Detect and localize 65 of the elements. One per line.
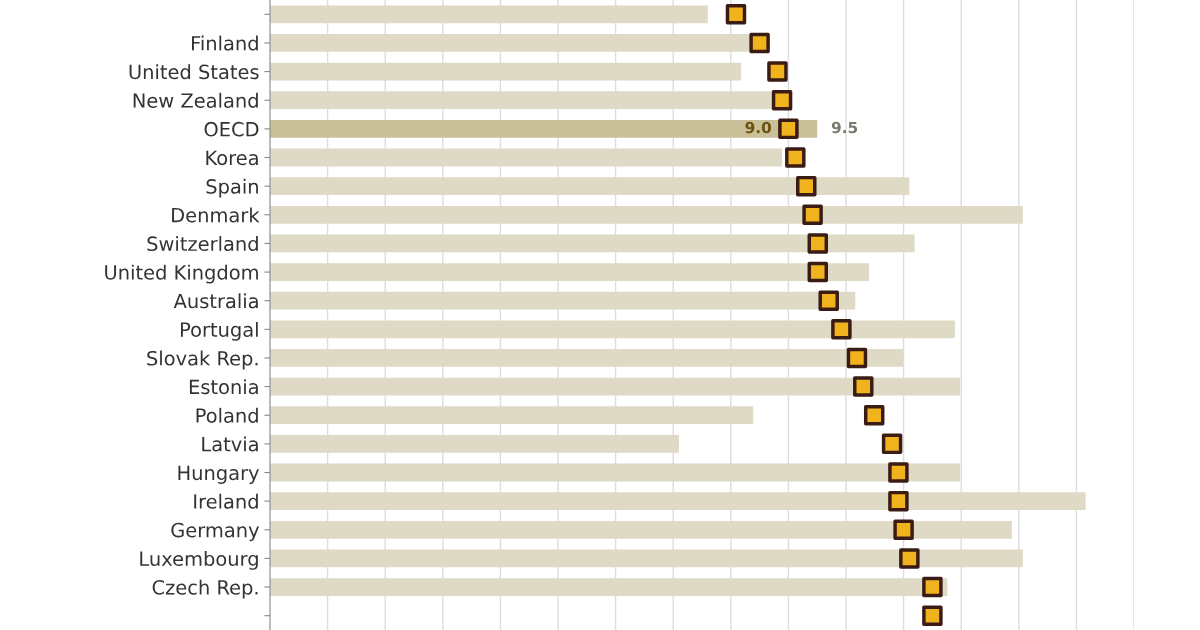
- bar: [270, 492, 1086, 511]
- y-tick-label: Czech Rep.: [152, 579, 258, 599]
- bar: [270, 91, 774, 110]
- y-tick-label: Luxembourg: [140, 551, 258, 570]
- point: [893, 519, 914, 541]
- y-tick-label: Germany: [171, 522, 259, 542]
- bar: [270, 62, 742, 81]
- point: [922, 605, 943, 626]
- y-tick-label: Australia: [173, 293, 258, 309]
- point: [807, 233, 829, 254]
- bar: [270, 263, 870, 281]
- bar: [270, 349, 904, 367]
- point: [771, 89, 793, 111]
- bar: [270, 434, 679, 453]
- bar: [270, 205, 1023, 224]
- y-tick-label: Hungary: [178, 465, 259, 484]
- point: [922, 576, 943, 598]
- bar: [270, 520, 1012, 539]
- point: [807, 261, 829, 283]
- data-label: 9.5: [831, 121, 858, 134]
- y-tick-label: Slovak Rep.: [147, 350, 258, 370]
- y-tick-label: Korea: [206, 150, 258, 166]
- point: [899, 548, 920, 569]
- data-label: 9.0: [745, 121, 771, 134]
- y-tick-label: Finland: [192, 35, 258, 51]
- y-tick-label: Latvia: [202, 436, 258, 452]
- y-tick-label: Portugal: [180, 321, 258, 341]
- bar: [270, 463, 961, 482]
- point: [831, 319, 852, 340]
- point: [802, 204, 823, 226]
- point: [846, 347, 868, 369]
- bar: [270, 320, 955, 339]
- point: [778, 118, 799, 140]
- point: [863, 404, 885, 426]
- bar: [270, 406, 754, 425]
- point: [767, 61, 788, 82]
- point: [881, 433, 903, 455]
- bar: [270, 377, 961, 396]
- y-tick-label: Estonia: [189, 379, 258, 395]
- bar: [270, 578, 948, 596]
- bar: [270, 119, 818, 138]
- point: [796, 175, 817, 197]
- y-tick-label: Ireland: [194, 493, 258, 509]
- point: [818, 290, 839, 311]
- bar: [270, 291, 856, 310]
- point: [888, 490, 909, 512]
- y-tick-label: Poland: [196, 407, 258, 423]
- y-tick-label: Denmark: [172, 207, 260, 223]
- y-tick-label: OECD: [204, 121, 259, 137]
- y-tick-label: New Zealand: [133, 92, 258, 108]
- point: [785, 147, 806, 168]
- bar: [270, 148, 783, 167]
- bar: [270, 549, 1023, 568]
- point: [725, 4, 747, 25]
- bar: [270, 177, 910, 196]
- bar: [270, 5, 708, 24]
- bar: [270, 234, 915, 253]
- y-tick-label: Spain: [206, 178, 258, 198]
- point: [853, 376, 874, 397]
- point: [749, 32, 770, 54]
- point: [888, 462, 909, 483]
- y-tick-label: United States: [129, 64, 259, 80]
- y-tick-label: United Kingdom: [105, 264, 258, 284]
- bar: [270, 34, 750, 52]
- y-tick-label: Switzerland: [147, 236, 258, 252]
